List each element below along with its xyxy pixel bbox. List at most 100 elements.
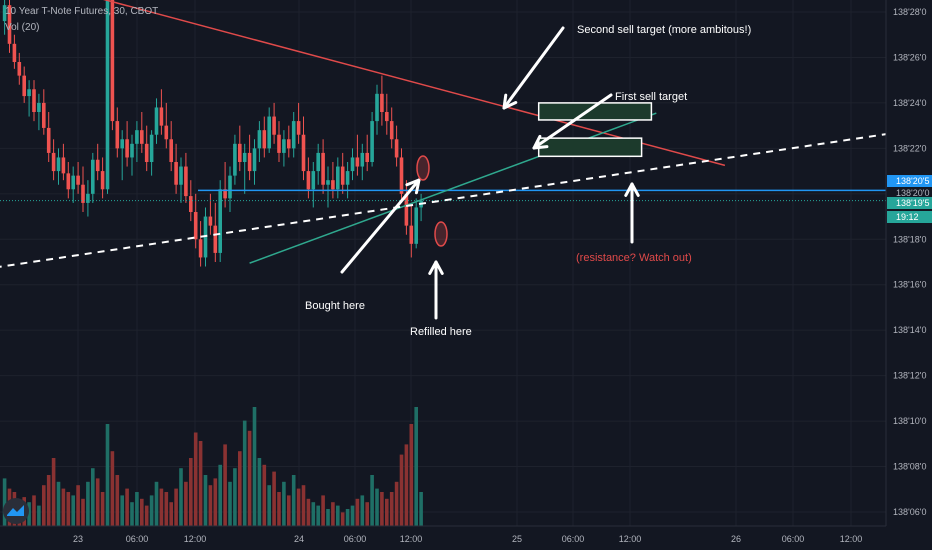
candle-body (336, 166, 340, 190)
volume-bar (203, 475, 208, 526)
candle-body (370, 121, 374, 162)
candle-body (301, 134, 306, 172)
volume-bar (262, 464, 267, 526)
time-tick-label: 12:00 (619, 534, 642, 544)
refill-marker-circle[interactable] (434, 221, 448, 247)
candle-body (66, 173, 71, 190)
volume-bar (345, 509, 350, 526)
time-tick-label: 06:00 (126, 534, 149, 544)
candle-body (404, 193, 409, 226)
price-tick-label: 138'18'0 (893, 234, 926, 244)
candle-body (223, 189, 227, 199)
volume-bar (169, 502, 173, 526)
volume-bar (350, 505, 355, 526)
tradingview-logo[interactable] (3, 498, 29, 524)
bought-here-label: Bought here (305, 300, 365, 312)
volume-bar (272, 471, 276, 526)
volume-bar (81, 498, 85, 526)
first-target-zone[interactable] (537, 137, 643, 158)
candle-body (213, 225, 218, 253)
volume-bar (218, 464, 222, 526)
second-target-zone[interactable] (537, 102, 653, 121)
volume-bar (267, 485, 271, 526)
volume-bar (198, 441, 203, 526)
volume-bar (149, 495, 154, 526)
volume-bar (316, 505, 320, 526)
candle-body (164, 125, 169, 140)
volume-bar (91, 468, 95, 526)
volume-bar (164, 492, 169, 526)
volume-bar (336, 505, 340, 526)
volume-bar (189, 458, 193, 526)
volume-bar (311, 502, 316, 526)
candle-body (242, 152, 247, 162)
bought-here-arrow[interactable] (340, 178, 421, 274)
time-tick-label: 24 (294, 534, 304, 544)
price-tick-label: 138'28'0 (893, 7, 926, 17)
second-target-arrow[interactable] (502, 26, 565, 110)
volume-bar (208, 485, 213, 526)
volume-bar (105, 424, 110, 526)
candle-body (2, 5, 7, 22)
candle-body (218, 189, 222, 253)
volume-bar (51, 458, 56, 526)
volume-bar (301, 485, 306, 526)
volume-bar (389, 492, 394, 526)
candle-body (189, 196, 193, 212)
volume-bar (174, 488, 178, 526)
time-tick-label: 06:00 (782, 534, 805, 544)
volume-legend: Vol (20) (5, 22, 39, 33)
time-tick-label: 06:00 (344, 534, 367, 544)
volume-bar (414, 407, 418, 526)
candle-body (51, 152, 56, 172)
time-tick-label: 26 (731, 534, 741, 544)
volume-bar (42, 485, 46, 526)
price-axis-panel[interactable] (886, 0, 932, 550)
volume-bar (365, 502, 369, 526)
candle-body (389, 121, 394, 140)
candle-body (159, 107, 164, 126)
resistance-trendline[interactable] (49, 0, 726, 167)
candle-body (169, 139, 173, 162)
candle-body (154, 107, 159, 135)
volume-bar (115, 475, 120, 526)
bought-marker-circle[interactable] (416, 155, 430, 181)
candle-body (282, 139, 286, 153)
candle-body (355, 157, 360, 167)
volume-bar (394, 481, 399, 526)
volume-bar (223, 444, 227, 526)
candle-body (149, 134, 154, 162)
candle-body (291, 121, 296, 149)
volume-bar (86, 481, 90, 526)
refilled-here-arrow[interactable] (428, 260, 444, 320)
candle-body (208, 216, 213, 226)
time-axis-panel[interactable] (0, 526, 932, 550)
price-tick-label: 138'06'0 (893, 507, 926, 517)
volume-bar (120, 495, 124, 526)
volume-bar (355, 498, 360, 526)
logo-mark-icon (7, 505, 24, 516)
volume-bar (71, 495, 75, 526)
volume-bar (331, 502, 335, 526)
volume-bar (257, 458, 262, 526)
time-tick-label: 12:00 (184, 534, 207, 544)
candle-body (46, 127, 51, 153)
volume-bar (154, 481, 159, 526)
volume-bar (159, 488, 164, 526)
candle-body (252, 148, 257, 172)
candle-body (61, 157, 66, 174)
candle-body (17, 62, 22, 76)
price-tick-label: 138'12'0 (893, 371, 926, 381)
first-target-label: First sell target (615, 91, 687, 103)
first-target-arrow-head (532, 134, 549, 150)
candle-body (262, 130, 267, 149)
resistance-arrow[interactable] (624, 182, 640, 244)
first-target-arrow[interactable] (532, 93, 613, 150)
volume-bar (238, 451, 242, 526)
candlesticks (2, 0, 423, 267)
symbol-title: 10 Year T-Note Futures, 30, CBOT (5, 6, 158, 17)
candle-body (174, 162, 178, 185)
price-tick-label: 138'22'0 (893, 143, 926, 153)
